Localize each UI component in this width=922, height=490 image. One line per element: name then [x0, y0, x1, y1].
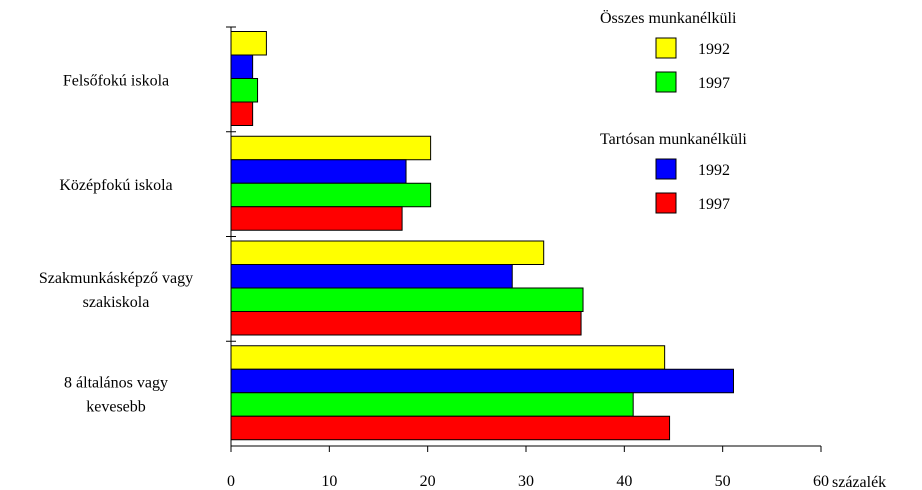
category-label-3: 8 általános vagy kevesebb	[64, 375, 168, 416]
bar-0-3	[230, 101, 254, 126]
bar-3-1	[230, 368, 734, 394]
bar-1-3	[230, 206, 403, 231]
bar-2-3	[230, 311, 582, 336]
legend-group-title-1: Tartósan munkanélküli	[600, 131, 747, 148]
bar-2-1	[230, 264, 513, 289]
labels-layer: Felsőfokú iskola Középfokú iskola Szakmunk…	[39, 72, 829, 490]
x-tick-label-1: 10	[321, 473, 337, 490]
legend-label-1-0: 1992	[698, 162, 730, 179]
x-axis-title: százalék	[832, 474, 886, 490]
bar-0-1	[230, 54, 254, 79]
x-tick-label-3: 30	[518, 473, 534, 490]
bar-2-0	[230, 240, 545, 265]
bar-0-2	[230, 78, 259, 103]
legend-swatch-0-0	[655, 37, 677, 59]
bar-3-3	[230, 415, 671, 441]
legend-swatch-1-1	[655, 192, 677, 214]
axes-layer	[226, 26, 822, 452]
category-label-2: Szakmunkásképző vagy szakiskola	[39, 270, 193, 311]
bar-2-2	[230, 287, 584, 312]
legend-label-0-0: 1992	[698, 41, 730, 58]
x-tick-label-2: 20	[420, 473, 436, 490]
legend: Összes munkanélküli 1992 1997 Tartósan munk…	[600, 9, 747, 214]
legend-label-1-1: 1997	[698, 196, 730, 213]
x-tick-label-0: 0	[227, 473, 235, 490]
category-label-0: Felsőfokú iskola	[63, 72, 169, 89]
bar-1-2	[230, 182, 432, 208]
bar-3-0	[230, 345, 666, 370]
x-tick-label-6: 60	[813, 473, 829, 490]
x-tick-label-4: 40	[616, 473, 632, 490]
bar-3-2	[230, 392, 634, 417]
bar-1-0	[230, 135, 432, 161]
x-tick-label-5: 50	[715, 473, 731, 490]
legend-label-0-1: 1997	[698, 75, 730, 92]
bar-0-0	[230, 31, 267, 56]
category-label-1: Középfokú iskola	[59, 177, 172, 194]
bars-layer	[230, 31, 734, 441]
legend-group-title-0: Összes munkanélküli	[600, 9, 737, 27]
bar-1-1	[230, 159, 407, 184]
legend-swatch-1-0	[655, 158, 677, 180]
legend-swatch-0-1	[655, 71, 677, 93]
